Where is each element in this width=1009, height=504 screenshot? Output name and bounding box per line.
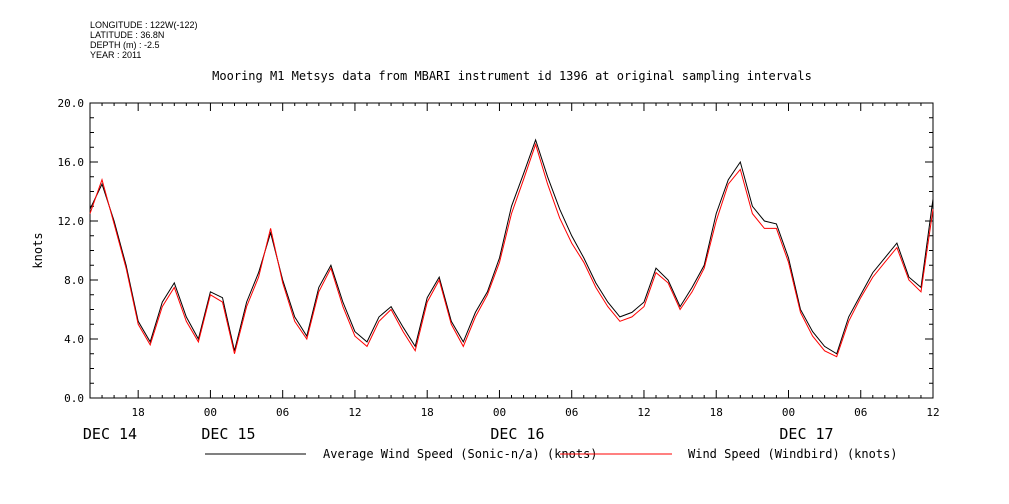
y-tick-label: 20.0 — [58, 97, 85, 110]
x-hour-label: 12 — [926, 406, 939, 419]
x-hour-label: 06 — [854, 406, 867, 419]
x-day-label: DEC 17 — [779, 425, 833, 443]
series-line-windbird-wind-speed — [89, 142, 934, 358]
header-metadata: LONGITUDE : 122W(-122) LATITUDE : 36.8N … — [90, 20, 198, 60]
longitude-line: LONGITUDE : 122W(-122) — [90, 20, 198, 30]
x-day-label: DEC 15 — [201, 425, 255, 443]
x-day-label: DEC 16 — [490, 425, 544, 443]
plot-frame — [89, 102, 934, 399]
legend-label: Average Wind Speed (Sonic-n/a) (knots) — [323, 447, 598, 461]
x-hour-label: 18 — [132, 406, 145, 419]
y-tick-label: 12.0 — [58, 215, 85, 228]
y-tick-label: 4.0 — [64, 333, 84, 346]
x-hour-label: 18 — [710, 406, 723, 419]
x-hour-label: 00 — [493, 406, 506, 419]
x-hour-label: 12 — [348, 406, 361, 419]
x-hour-label: 00 — [204, 406, 217, 419]
year-line: YEAR : 2011 — [90, 50, 142, 60]
x-hour-label: 18 — [421, 406, 434, 419]
y-axis-label: knots — [31, 232, 45, 268]
y-tick-label: 8.0 — [64, 274, 84, 287]
y-tick-label: 16.0 — [58, 156, 85, 169]
x-hour-label: 00 — [782, 406, 795, 419]
latitude-line: LATITUDE : 36.8N — [90, 30, 165, 40]
legend-label: Wind Speed (Windbird) (knots) — [688, 447, 898, 461]
y-tick-label: 0.0 — [64, 392, 84, 405]
chart-title: Mooring M1 Metsys data from MBARI instru… — [212, 69, 812, 83]
x-hour-label: 06 — [276, 406, 289, 419]
x-hour-label: 06 — [565, 406, 578, 419]
depth-line: DEPTH (m) : -2.5 — [90, 40, 160, 50]
series-line-average-wind-speed — [89, 138, 934, 355]
x-day-label: DEC 14 — [83, 425, 137, 443]
x-hour-label: 12 — [637, 406, 650, 419]
